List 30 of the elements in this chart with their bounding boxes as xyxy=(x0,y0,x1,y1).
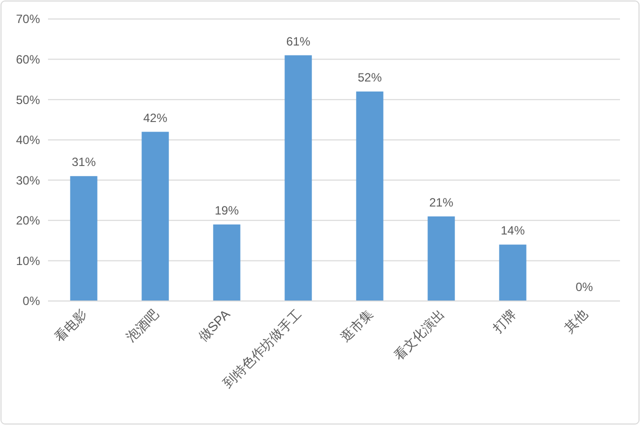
y-tick-label: 40% xyxy=(16,133,40,148)
data-label: 52% xyxy=(358,70,382,85)
bar xyxy=(70,176,98,301)
bar xyxy=(213,224,240,301)
data-label: 14% xyxy=(500,224,526,238)
bar xyxy=(428,216,455,301)
data-label: 31% xyxy=(72,155,96,170)
bar xyxy=(284,55,312,301)
y-tick-label: 70% xyxy=(16,12,40,26)
data-label: 61% xyxy=(286,34,311,48)
bar xyxy=(356,92,384,301)
y-tick-label: 50% xyxy=(16,92,40,107)
x-tick-label: 逛市集 xyxy=(338,306,376,345)
x-tick-label: 其他 xyxy=(561,306,590,336)
data-label: 19% xyxy=(214,203,240,218)
y-tick-label: 20% xyxy=(16,214,40,228)
data-label: 0% xyxy=(576,280,594,294)
x-tick-label: 做SPA xyxy=(195,306,234,344)
y-tick-label: 10% xyxy=(16,254,40,268)
y-tick-label: 30% xyxy=(16,173,40,188)
x-tick-label: 看电影 xyxy=(52,306,90,345)
y-tick-label: 60% xyxy=(16,52,40,66)
data-label: 21% xyxy=(429,195,454,210)
bar xyxy=(142,132,169,301)
y-tick-label: 0% xyxy=(22,294,40,308)
bar xyxy=(499,244,526,301)
data-label: 42% xyxy=(143,110,168,125)
x-tick-label: 看文化演出 xyxy=(390,306,448,364)
x-tick-label: 打牌 xyxy=(489,306,519,336)
x-tick-label: 泡酒吧 xyxy=(123,306,162,345)
